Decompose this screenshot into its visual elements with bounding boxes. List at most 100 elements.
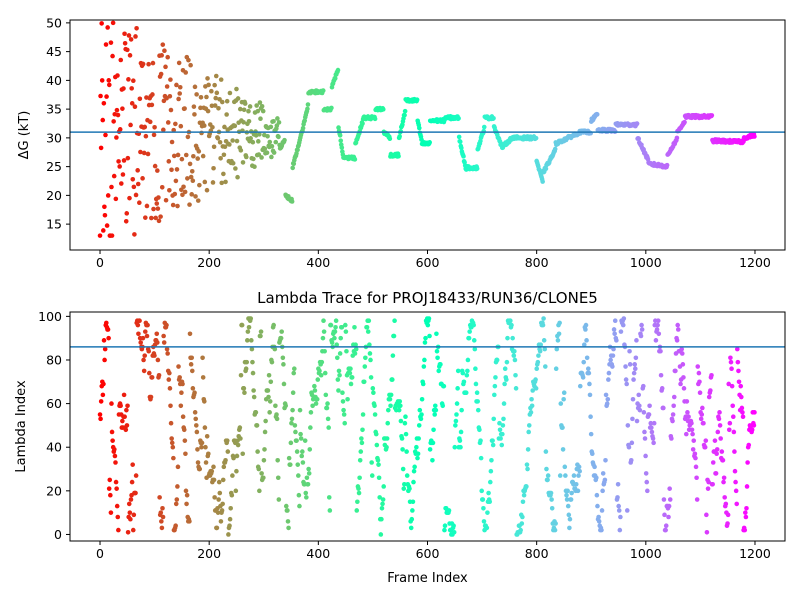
data-point [141,150,147,156]
data-point [481,505,486,511]
data-point [289,420,294,426]
data-point [131,78,136,84]
data-point [498,436,503,441]
data-point [165,120,171,125]
data-point [583,327,588,332]
data-point [212,495,217,500]
data-point [171,127,176,133]
data-point [173,178,179,184]
data-point [459,145,464,151]
data-point [157,495,162,500]
data-point [192,390,197,396]
data-point [106,486,112,491]
data-point [436,368,442,374]
data-point [292,423,298,428]
data-point [294,438,299,443]
data-point [304,495,309,500]
data-point [206,82,211,88]
data-point [365,329,371,334]
data-point [218,519,224,524]
data-point [312,388,318,393]
data-point [255,449,260,454]
data-point [124,407,129,413]
data-point [289,416,295,422]
data-point [530,388,535,393]
data-point [254,103,259,108]
data-point [328,322,334,328]
data-point [456,116,461,121]
data-point [648,420,654,426]
data-point [710,482,715,487]
data-point [286,525,291,531]
data-point [322,348,327,354]
data-point [739,405,745,411]
data-point [630,396,636,402]
data-point [352,157,358,162]
data-point [226,532,231,537]
data-point [360,121,365,126]
data-point [161,340,167,345]
data-point [433,407,439,413]
data-point [110,20,116,26]
data-point [159,525,165,531]
data-point [115,73,120,78]
data-point [168,403,173,409]
y-tick-label: 45 [46,44,62,59]
data-point [273,403,278,409]
data-point [584,355,590,361]
data-point [586,370,592,376]
data-point [409,516,415,522]
data-point [133,34,138,39]
data-point [181,427,187,433]
x-tick-label: 600 [416,255,440,270]
data-point [359,440,365,446]
y-tick-label: 60 [46,396,62,411]
data-point [220,477,226,483]
data-point [736,379,742,385]
data-point [362,364,368,369]
data-point [513,386,519,391]
data-point [358,449,364,454]
data-point [374,442,380,448]
data-point [121,392,127,398]
data-point [241,119,246,125]
data-point [187,202,192,207]
data-point [352,324,357,330]
data-point [210,180,216,185]
data-point [493,375,498,380]
data-point [475,399,480,404]
data-point [98,416,103,422]
data-point [718,436,723,441]
data-point [565,488,570,494]
data-point [110,438,115,443]
data-point [144,203,150,209]
data-point [230,138,235,143]
data-point [324,405,330,411]
data-point [114,135,119,140]
data-point [250,359,255,365]
data-point [122,414,127,419]
data-point [97,412,103,417]
data-point [107,82,112,88]
data-point [124,423,130,428]
data-point [174,82,179,88]
data-point [494,357,500,363]
data-point [205,76,210,81]
data-point [680,362,686,367]
data-point [614,338,619,343]
data-point [291,161,297,167]
data-point [249,338,254,343]
data-point [486,490,491,496]
data-point [214,90,220,96]
data-point [325,401,330,406]
data-point [557,320,562,326]
data-point [112,447,117,452]
data-point [113,196,119,202]
data-point [241,386,247,391]
data-point [682,119,687,125]
data-point [608,357,613,363]
data-point [118,403,123,409]
data-point [696,370,702,376]
data-point [135,181,141,187]
data-point [156,195,161,200]
